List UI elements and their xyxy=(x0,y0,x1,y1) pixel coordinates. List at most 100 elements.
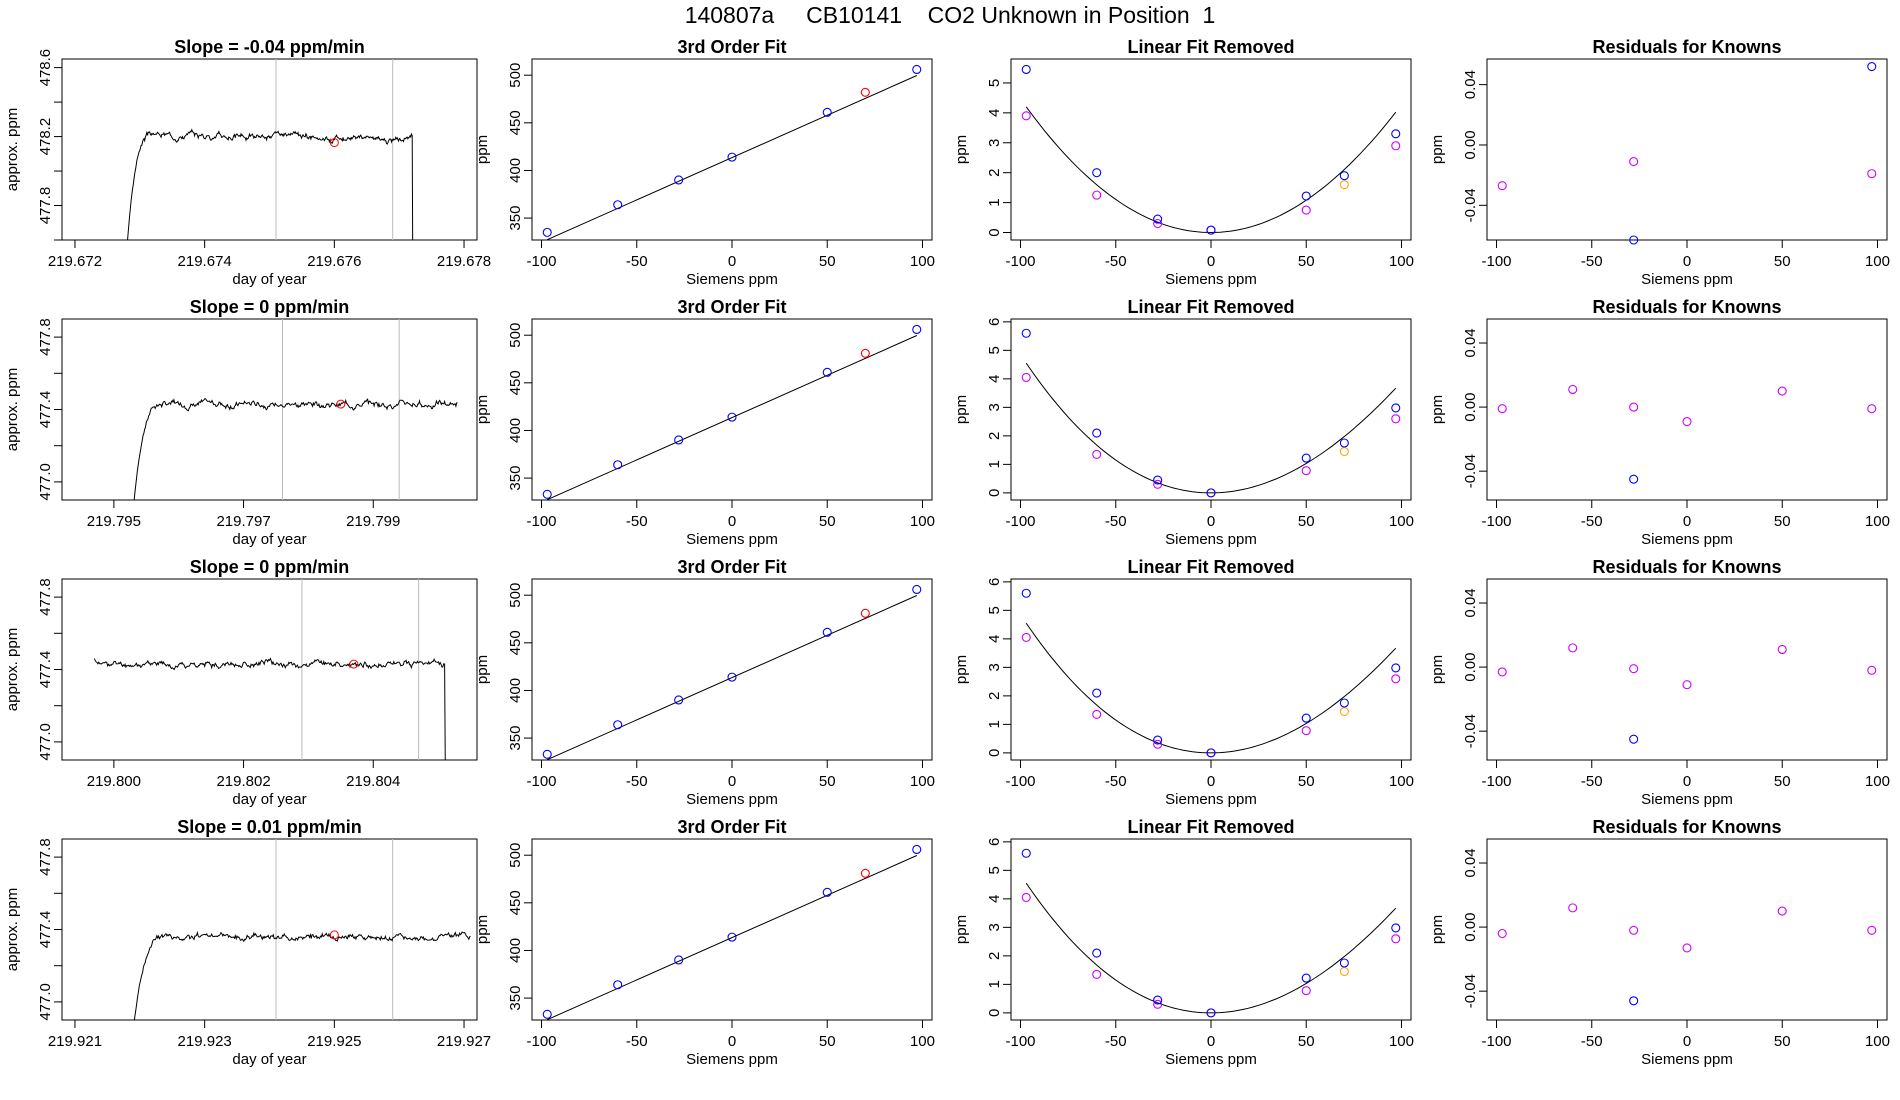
y-tick-label: 350 xyxy=(507,726,524,751)
panel-title: Linear Fit Removed xyxy=(1127,557,1294,577)
y-tick-label: 477.4 xyxy=(37,651,54,689)
y-tick-label: 2 xyxy=(986,432,1003,440)
known-point xyxy=(542,749,552,759)
known-point xyxy=(912,584,922,595)
known-point xyxy=(727,412,737,422)
x-tick-label: 100 xyxy=(910,1033,935,1050)
plot-area xyxy=(546,335,918,500)
x-tick-label: -50 xyxy=(1105,1033,1127,1050)
y-tick-label: 5 xyxy=(986,346,1003,354)
known-point xyxy=(613,980,623,990)
x-axis-label: Siemens ppm xyxy=(1165,1051,1257,1068)
panel-title: Residuals for Knowns xyxy=(1592,297,1781,317)
y-axis-label: approx. ppm xyxy=(4,368,21,451)
y-tick-label: 2 xyxy=(986,952,1003,960)
known-point xyxy=(1021,848,1031,858)
y-tick-label: 478.6 xyxy=(37,49,54,87)
x-tick-label: -50 xyxy=(626,1033,648,1050)
x-tick-label: 219.799 xyxy=(346,513,400,530)
plot-frame xyxy=(61,578,478,761)
y-tick-label: 400 xyxy=(507,418,524,443)
known-point xyxy=(1629,235,1639,245)
panel-title: Linear Fit Removed xyxy=(1127,297,1294,317)
panel-1-2: Linear Fit Removed -100 -50 0 50 100 0 1 2 3 4 5 6 Si… xyxy=(953,297,1414,548)
x-axis-label: day of year xyxy=(232,271,306,288)
x-tick-label: 219.674 xyxy=(178,253,232,270)
y-tick-label: 477.8 xyxy=(37,838,54,876)
raw-point xyxy=(1777,644,1787,655)
x-tick-label: 100 xyxy=(1865,1033,1890,1050)
x-tick-label: 0 xyxy=(728,1033,736,1050)
raw-point xyxy=(1391,414,1401,424)
x-tick-label: 50 xyxy=(819,513,836,530)
data-trace xyxy=(93,657,446,760)
y-tick-label: 350 xyxy=(507,206,524,231)
raw-point xyxy=(1092,449,1102,459)
known-point xyxy=(674,435,684,445)
known-point xyxy=(1339,171,1349,181)
y-tick-label: 350 xyxy=(507,466,524,491)
raw-point xyxy=(1629,925,1639,935)
y-tick-label: 0.04 xyxy=(1462,70,1479,99)
x-axis-label: Siemens ppm xyxy=(1165,271,1257,288)
known-point xyxy=(1629,734,1639,744)
y-tick-label: 500 xyxy=(507,323,524,348)
target-point xyxy=(1339,966,1349,977)
plot-area xyxy=(546,595,918,760)
known-point xyxy=(822,627,832,637)
known-point xyxy=(1629,996,1639,1006)
raw-point xyxy=(1391,934,1401,944)
x-tick-label: 219.676 xyxy=(307,253,361,270)
x-tick-label: -50 xyxy=(1105,773,1127,790)
raw-point xyxy=(1867,169,1877,179)
plot-frame xyxy=(1010,318,1412,501)
figure-title: 140807a CB10141 CO2 Unknown in Position … xyxy=(684,2,1216,28)
y-axis-label: ppm xyxy=(953,395,970,424)
x-tick-label: 100 xyxy=(910,773,935,790)
x-tick-label: 219.672 xyxy=(48,253,102,270)
x-tick-label: -50 xyxy=(1581,1033,1603,1050)
raw-point xyxy=(1153,739,1163,749)
y-tick-label: 477.0 xyxy=(37,983,54,1021)
raw-point xyxy=(1301,205,1311,215)
x-tick-label: 100 xyxy=(1389,253,1414,270)
known-point xyxy=(1153,995,1163,1005)
x-tick-label: -100 xyxy=(527,513,557,530)
x-tick-label: -50 xyxy=(1581,513,1603,530)
x-tick-label: 219.927 xyxy=(437,1033,491,1050)
raw-point xyxy=(1021,111,1031,121)
y-tick-label: 0.00 xyxy=(1462,392,1479,421)
y-tick-label: 0.00 xyxy=(1462,130,1479,159)
raw-point xyxy=(1867,925,1877,935)
x-tick-label: 100 xyxy=(1389,513,1414,530)
fit-curve xyxy=(1025,106,1397,234)
y-tick-label: 478.2 xyxy=(37,118,54,156)
known-point xyxy=(1021,588,1031,598)
raw-point xyxy=(1629,664,1639,674)
unknown-point xyxy=(860,868,870,878)
raw-point xyxy=(1629,402,1639,412)
target-point xyxy=(1339,180,1349,190)
panel-2-0: Slope = 0 ppm/min 219.800 219.802 219.804 47… xyxy=(4,557,478,808)
fit-curve xyxy=(1025,882,1397,1014)
x-tick-label: 50 xyxy=(1774,773,1791,790)
y-tick-label: -0.04 xyxy=(1462,454,1479,488)
plot-area xyxy=(133,839,471,1020)
raw-point xyxy=(1021,892,1031,902)
x-tick-label: -100 xyxy=(1006,513,1036,530)
y-tick-label: 3 xyxy=(986,923,1003,931)
known-point xyxy=(674,955,684,965)
plot-frame xyxy=(1486,58,1888,241)
x-tick-label: -100 xyxy=(1006,1033,1036,1050)
y-tick-label: 500 xyxy=(507,63,524,88)
unknown-marker xyxy=(349,659,359,669)
known-point xyxy=(674,695,684,705)
raw-point xyxy=(1301,466,1311,476)
y-tick-label: 0.00 xyxy=(1462,652,1479,681)
x-tick-label: 50 xyxy=(1774,253,1791,270)
plot-area xyxy=(1025,106,1397,234)
plot-frame xyxy=(61,318,478,501)
raw-point xyxy=(1497,181,1507,191)
known-point xyxy=(1339,698,1349,708)
